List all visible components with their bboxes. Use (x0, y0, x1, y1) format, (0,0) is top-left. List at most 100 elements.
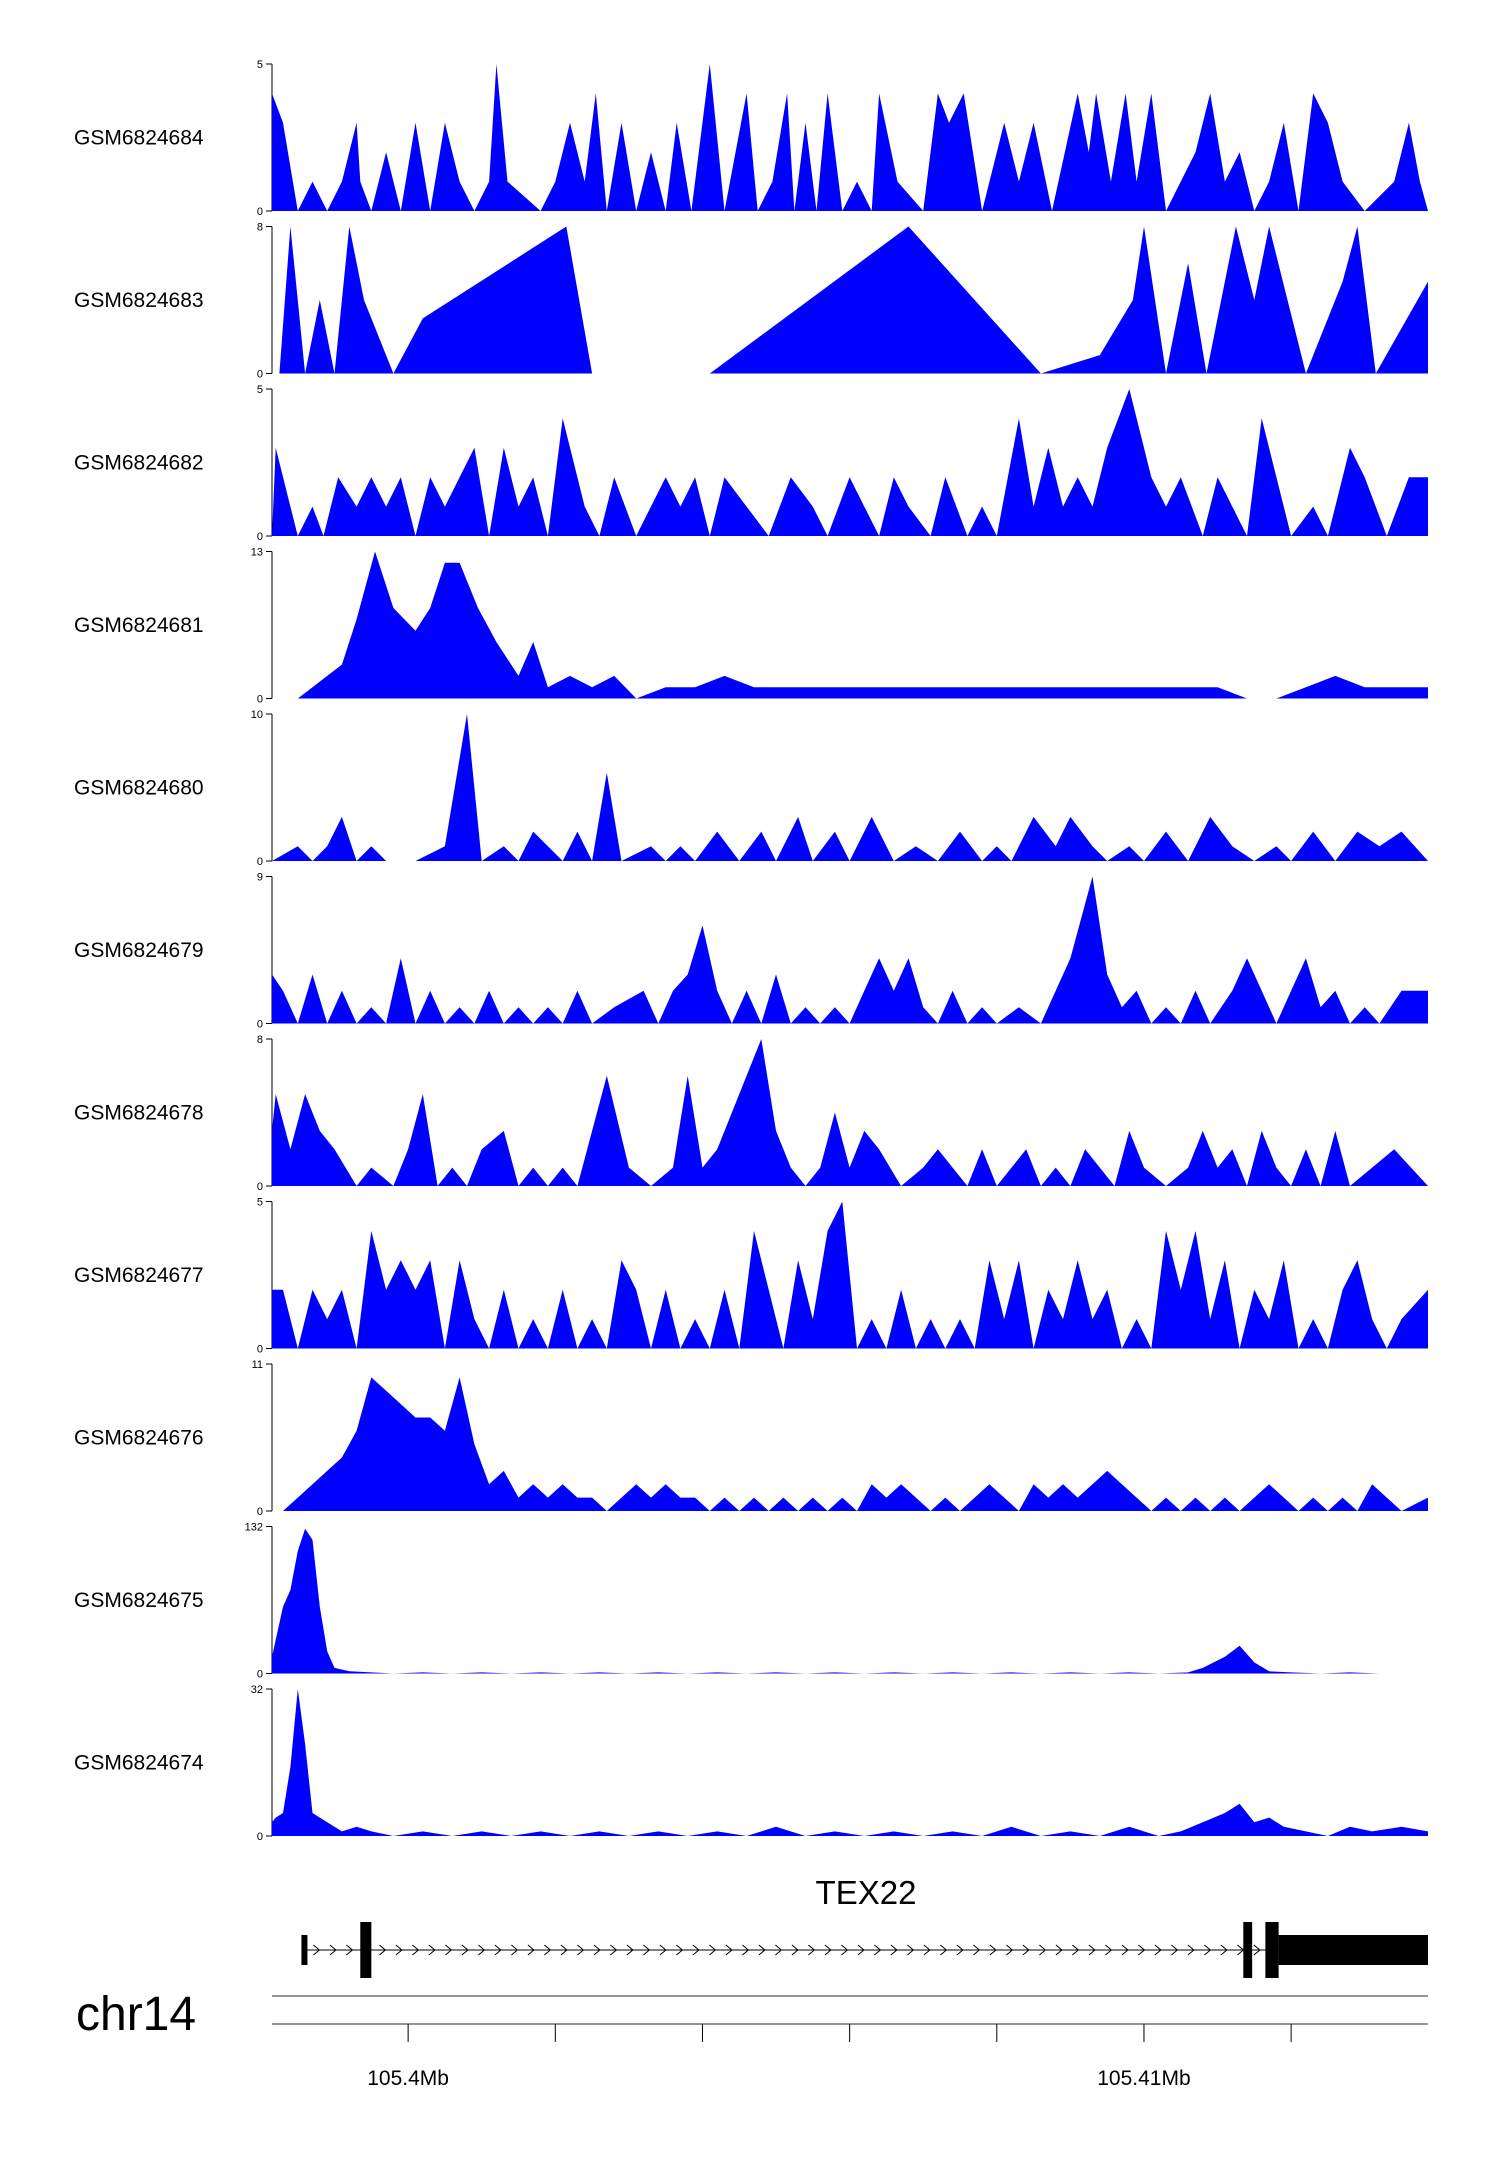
y-min-label: 0 (257, 369, 263, 381)
strand-arrow (329, 1944, 337, 1956)
strand-arrow (841, 1944, 849, 1956)
track-GSM6824682: GSM6824682 5 0 (74, 384, 1428, 543)
signal-area (272, 876, 1428, 1024)
gene-annotation-track: TEX22 (301, 1874, 1428, 1978)
track-GSM6824684: GSM6824684 5 0 (74, 59, 1428, 218)
y-max-label: 11 (252, 1359, 263, 1371)
strand-arrow (907, 1944, 915, 1956)
strand-arrow (874, 1944, 882, 1956)
gene-model (301, 1922, 1428, 1978)
track-GSM6824683: GSM6824683 8 0 (74, 222, 1428, 381)
strand-arrow (1022, 1944, 1030, 1956)
track-label: GSM6824676 (74, 1427, 204, 1450)
strand-arrow (1088, 1944, 1096, 1956)
strand-arrow (1006, 1944, 1014, 1956)
track-GSM6824681: GSM6824681 13 0 (74, 547, 1428, 706)
strand-arrow (775, 1944, 783, 1956)
y-min-label: 0 (257, 1831, 263, 1843)
chromosome-axis: chr14 105.4Mb 105.41Mb (76, 1988, 1428, 2090)
signal-area (272, 551, 1428, 699)
signal-area (272, 1201, 1428, 1349)
strand-arrow (379, 1944, 387, 1956)
strand-arrow (445, 1944, 453, 1956)
track-label: GSM6824675 (74, 1589, 204, 1612)
track-label: GSM6824677 (74, 1264, 204, 1287)
track-label: GSM6824683 (74, 289, 204, 312)
coordinate-tick-label: 105.41Mb (1097, 2067, 1190, 2090)
y-max-label: 5 (257, 1197, 263, 1209)
strand-arrow (626, 1944, 634, 1956)
strand-arrow (1121, 1944, 1129, 1956)
y-min-label: 0 (257, 856, 263, 868)
y-max-label: 5 (257, 59, 263, 71)
axis-lines: 105.4Mb 105.41Mb (272, 1995, 1428, 2090)
y-min-label: 0 (257, 1506, 263, 1518)
y-min-label: 0 (257, 531, 263, 543)
strand-arrow (395, 1944, 403, 1956)
signal-area (272, 1377, 1428, 1511)
strand-arrow (808, 1944, 816, 1956)
strand-arrow (461, 1944, 469, 1956)
strand-arrow (1105, 1944, 1113, 1956)
track-label: GSM6824681 (74, 614, 204, 637)
y-max-label: 8 (257, 1034, 263, 1046)
y-max-label: 10 (251, 709, 263, 721)
strand-arrow (544, 1944, 552, 1956)
track-label: GSM6824680 (74, 777, 204, 800)
exon (301, 1935, 308, 1965)
strand-arrow (1039, 1944, 1047, 1956)
signal-area (272, 389, 1428, 536)
signal-area (272, 226, 1428, 374)
strand-arrow (923, 1944, 931, 1956)
strand-arrow (973, 1944, 981, 1956)
track-GSM6824676: GSM6824676 11 0 (74, 1359, 1428, 1518)
exon (1278, 1935, 1428, 1965)
strand-arrow (1138, 1944, 1146, 1956)
strand-arrow (560, 1944, 568, 1956)
signal-area (272, 714, 1428, 861)
exon (1243, 1922, 1253, 1978)
strand-arrow (989, 1944, 997, 1956)
gene-name-label: TEX22 (816, 1874, 917, 1911)
signal-area (272, 64, 1428, 211)
y-max-label: 8 (257, 222, 263, 234)
y-max-label: 32 (251, 1684, 263, 1696)
y-min-label: 0 (257, 1019, 263, 1031)
strand-arrow (824, 1944, 832, 1956)
strand-arrow (1154, 1944, 1162, 1956)
strand-arrow (1072, 1944, 1080, 1956)
y-max-label: 132 (245, 1522, 263, 1534)
strand-arrow (313, 1944, 321, 1956)
y-min-label: 0 (257, 206, 263, 218)
y-max-label: 5 (257, 384, 263, 396)
strand-arrow (412, 1944, 420, 1956)
strand-arrow (791, 1944, 799, 1956)
exon (360, 1922, 372, 1978)
strand-arrow (692, 1944, 700, 1956)
exon (1265, 1922, 1279, 1978)
track-GSM6824674: GSM6824674 32 0 (74, 1684, 1428, 1843)
strand-arrow (643, 1944, 651, 1956)
strand-arrow (478, 1944, 486, 1956)
strand-arrow (1204, 1944, 1212, 1956)
strand-arrow (527, 1944, 535, 1956)
strand-arrow (956, 1944, 964, 1956)
track-label: GSM6824678 (74, 1102, 204, 1125)
y-min-label: 0 (257, 694, 263, 706)
y-max-label: 13 (251, 547, 263, 559)
chromosome-label: chr14 (76, 1988, 196, 2041)
strand-arrow (511, 1944, 519, 1956)
coverage-tracks: GSM682468450GSM682468380GSM682468250GSM6… (74, 59, 1428, 1843)
signal-area (272, 1039, 1428, 1186)
track-GSM6824679: GSM6824679 9 0 (74, 872, 1428, 1031)
strand-arrow (940, 1944, 948, 1956)
strand-arrow (709, 1944, 717, 1956)
strand-arrow (428, 1944, 436, 1956)
track-GSM6824677: GSM6824677 5 0 (74, 1197, 1428, 1356)
strand-arrow (890, 1944, 898, 1956)
strand-arrow (494, 1944, 502, 1956)
track-label: GSM6824684 (74, 127, 204, 150)
signal-area (272, 1528, 1413, 1674)
y-min-label: 0 (257, 1669, 263, 1681)
strand-arrow (1187, 1944, 1195, 1956)
